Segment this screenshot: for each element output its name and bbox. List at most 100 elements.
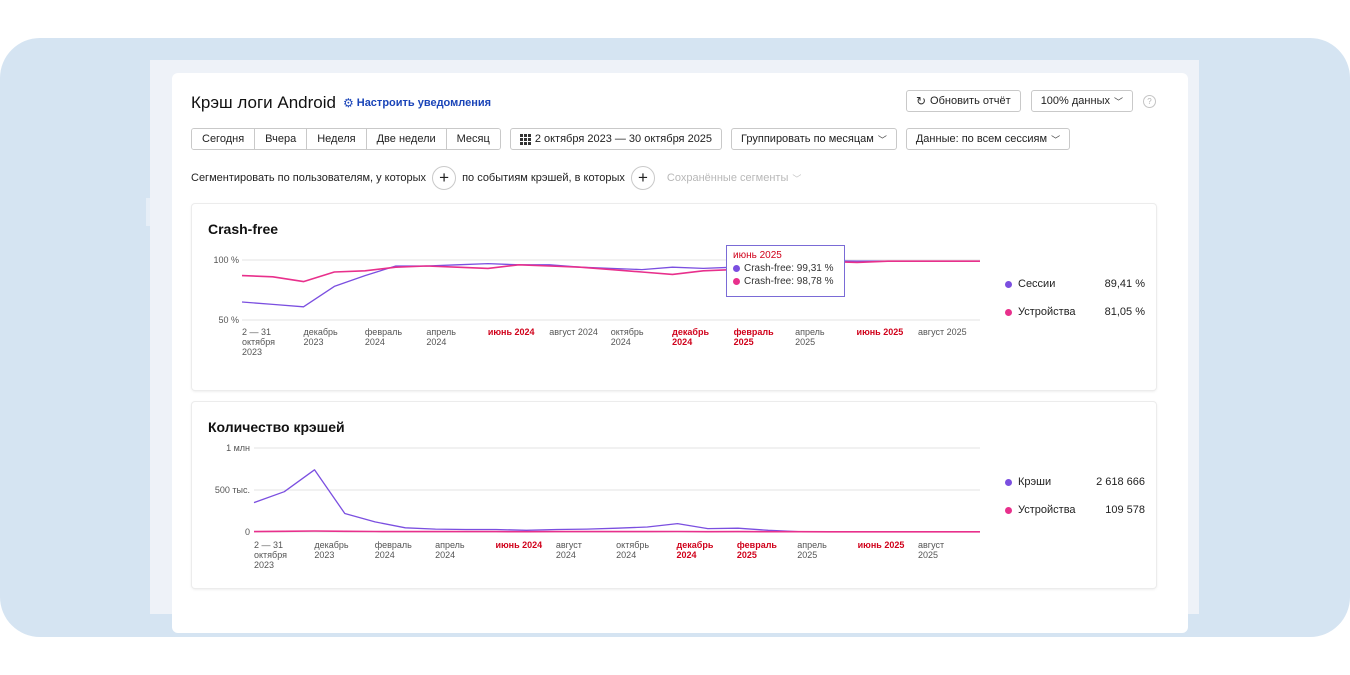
crash-count-legend: Крэши 2 618 666 Устройства 109 578 bbox=[1005, 475, 1145, 531]
x-tick-label: август 2025 bbox=[918, 540, 944, 560]
tooltip-value: Crash-free: 98,78 % bbox=[744, 276, 834, 287]
date-range-picker[interactable]: 2 октября 2023 — 30 октября 2025 bbox=[509, 128, 723, 150]
saved-segments-select[interactable]: Сохранённые сегменты ﹀ bbox=[667, 172, 801, 185]
app-frame: Крэш логи Android ⚙ Настроить уведомлени… bbox=[0, 38, 1350, 637]
refresh-report-button[interactable]: ↻ Обновить отчёт bbox=[905, 90, 1021, 112]
x-tick-label: октябрь 2024 bbox=[611, 327, 644, 347]
refresh-icon: ↻ bbox=[915, 94, 927, 108]
report-panel: Крэш логи Android ⚙ Настроить уведомлени… bbox=[172, 73, 1188, 633]
crash-free-legend: Сессии 89,41 % Устройства 81,05 % bbox=[1005, 277, 1145, 333]
page-title: Крэш логи Android bbox=[191, 93, 336, 112]
x-tick-label: февраль 2025 bbox=[734, 327, 775, 347]
tooltip-title: июнь 2025 bbox=[733, 250, 782, 261]
y-tick-label: 500 тыс. bbox=[215, 485, 250, 495]
period-week[interactable]: Неделя bbox=[307, 129, 367, 149]
top-actions: ↻ Обновить отчёт 100% данных ﹀ ? bbox=[905, 90, 1156, 112]
date-toolbar: Сегодня Вчера Неделя Две недели Месяц 2 … bbox=[191, 128, 1071, 150]
legend-name: Устройства bbox=[1018, 504, 1076, 516]
x-tick-label: июнь 2024 bbox=[495, 540, 542, 550]
legend-item-crashes[interactable]: Крэши 2 618 666 bbox=[1005, 475, 1145, 489]
x-tick-label: август 2024 bbox=[549, 327, 598, 337]
legend-dot bbox=[1005, 478, 1012, 486]
chevron-down-icon: ﹀ bbox=[792, 173, 802, 184]
legend-value: 81,05 % bbox=[1104, 306, 1145, 318]
chart-tooltip: июнь 2025 Crash-free: 99,31 % Crash-free… bbox=[726, 245, 845, 297]
notify-settings-link[interactable]: ⚙ Настроить уведомления bbox=[343, 96, 491, 110]
chevron-down-icon: ﹀ bbox=[877, 134, 887, 145]
help-icon[interactable]: ? bbox=[1143, 94, 1156, 108]
legend-name: Крэши bbox=[1018, 476, 1052, 488]
x-tick-label: апрель 2024 bbox=[426, 327, 456, 347]
x-tick-label: июнь 2025 bbox=[857, 327, 904, 337]
period-selector: Сегодня Вчера Неделя Две недели Месяц bbox=[191, 128, 501, 150]
group-by-select[interactable]: Группировать по месяцам ﹀ bbox=[731, 128, 897, 150]
x-tick-label: декабрь 2024 bbox=[677, 540, 714, 560]
x-tick-label: февраль 2024 bbox=[365, 327, 402, 347]
x-tick-label: апрель 2025 bbox=[797, 540, 827, 560]
series-line-devices[interactable] bbox=[253, 530, 980, 533]
screen: Крэш логи Android ⚙ Настроить уведомлени… bbox=[150, 60, 1199, 633]
saved-segments-label: Сохранённые сегменты bbox=[666, 172, 789, 184]
crash-count-title: Количество крэшей bbox=[208, 419, 345, 435]
data-sample-select[interactable]: 100% данных ﹀ bbox=[1030, 90, 1133, 112]
series-line-devices[interactable] bbox=[241, 260, 980, 283]
calendar-icon bbox=[519, 133, 531, 145]
legend-value: 109 578 bbox=[1105, 504, 1145, 516]
legend-dot bbox=[1005, 506, 1012, 514]
crash-count-card: Количество крэшей 1 млн 500 тыс. 0 2 — 31 ок… bbox=[192, 402, 1156, 588]
segment-events-label: по событиям крэшей, в которых bbox=[462, 172, 625, 184]
x-tick-label: 2 — 31 октября 2023 bbox=[242, 327, 275, 357]
legend-value: 89,41 % bbox=[1104, 278, 1145, 290]
x-tick-label: август 2024 bbox=[556, 540, 582, 560]
period-today[interactable]: Сегодня bbox=[192, 129, 256, 149]
data-source-select[interactable]: Данные: по всем сессиям ﹀ bbox=[905, 128, 1071, 150]
legend-value: 2 618 666 bbox=[1096, 476, 1145, 488]
x-tick-label: октябрь 2024 bbox=[616, 540, 649, 560]
title-row: Крэш логи Android ⚙ Настроить уведомлени… bbox=[191, 93, 491, 113]
period-month[interactable]: Месяц bbox=[446, 129, 500, 149]
chevron-down-icon: ﹀ bbox=[1113, 96, 1123, 107]
x-tick-label: декабрь 2023 bbox=[314, 540, 349, 560]
series-line-primary[interactable] bbox=[241, 260, 980, 308]
x-tick-label: декабрь 2023 bbox=[303, 327, 338, 347]
x-tick-label: 2 — 31 октября 2023 bbox=[254, 540, 287, 570]
x-tick-label: декабрь 2024 bbox=[672, 327, 709, 347]
chevron-down-icon: ﹀ bbox=[1051, 134, 1061, 145]
legend-name: Сессии bbox=[1018, 278, 1056, 290]
crash-free-title: Crash-free bbox=[208, 221, 279, 237]
legend-dot bbox=[1005, 280, 1012, 288]
add-user-segment-button[interactable]: + bbox=[432, 166, 457, 190]
x-tick-label: февраль 2025 bbox=[737, 540, 778, 560]
legend-name: Устройства bbox=[1018, 306, 1076, 318]
group-by-label: Группировать по месяцам bbox=[741, 133, 874, 145]
y-tick-label: 50 % bbox=[218, 315, 239, 325]
x-tick-label: февраль 2024 bbox=[375, 540, 412, 560]
segment-row: Сегментировать по пользователям, у котор… bbox=[191, 166, 801, 190]
date-range-label: 2 октября 2023 — 30 октября 2025 bbox=[534, 133, 713, 145]
legend-dot bbox=[1005, 308, 1012, 316]
y-tick-label: 1 млн bbox=[226, 443, 250, 453]
data-source-label: Данные: по всем сессиям bbox=[915, 133, 1048, 145]
data-sample-label: 100% данных bbox=[1040, 95, 1110, 107]
y-tick-label: 0 bbox=[245, 527, 250, 537]
period-two-weeks[interactable]: Две недели bbox=[366, 129, 447, 149]
x-tick-label: июнь 2024 bbox=[488, 327, 535, 337]
x-tick-label: август 2025 bbox=[918, 327, 967, 337]
period-yesterday[interactable]: Вчера bbox=[255, 129, 308, 149]
tooltip-value: Crash-free: 99,31 % bbox=[744, 263, 834, 274]
legend-item-devices[interactable]: Устройства 81,05 % bbox=[1005, 305, 1145, 319]
crash-free-chart: 100 % 50 %2 — 31 октября 2023 декабрь 2023 фев… bbox=[213, 254, 980, 357]
series-line-primary[interactable] bbox=[253, 469, 980, 533]
tooltip-dot bbox=[733, 265, 740, 272]
crash-count-chart: 1 млн 500 тыс. 0 2 — 31 октября 2023 декабрь 20… bbox=[215, 443, 980, 570]
tooltip-row: Crash-free: 98,78 % bbox=[733, 275, 838, 288]
x-tick-label: апрель 2025 bbox=[795, 327, 825, 347]
tooltip-dot bbox=[733, 278, 740, 285]
add-event-segment-button[interactable]: + bbox=[630, 166, 655, 190]
segment-users-label: Сегментировать по пользователям, у котор… bbox=[191, 172, 427, 184]
legend-item-devices[interactable]: Устройства 109 578 bbox=[1005, 503, 1145, 517]
y-tick-label: 100 % bbox=[213, 255, 239, 265]
refresh-label: Обновить отчёт bbox=[930, 95, 1011, 107]
legend-item-sessions[interactable]: Сессии 89,41 % bbox=[1005, 277, 1145, 291]
x-tick-label: июнь 2025 bbox=[858, 540, 905, 550]
